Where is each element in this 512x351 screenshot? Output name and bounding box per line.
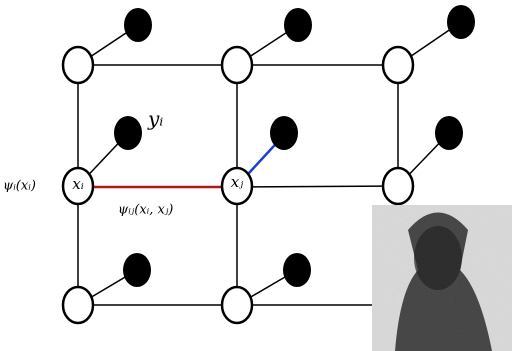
hidden-node (63, 287, 93, 323)
unary-label: ψᵢ(xᵢ) (3, 179, 36, 194)
observed-node (114, 116, 142, 150)
hidden-node (63, 47, 93, 83)
observed-node (123, 253, 151, 287)
observed-node (124, 8, 152, 42)
noisy-image (372, 205, 512, 351)
observed-node (284, 8, 312, 42)
mrf-diagram: yᵢ xᵢ xⱼ ψᵢ(xᵢ) ψᵢⱼ(xᵢ, xⱼ) (0, 0, 512, 351)
observed-node (283, 253, 311, 287)
edge (237, 186, 398, 187)
observed-label: yᵢ (147, 107, 163, 131)
hidden-node (222, 287, 252, 323)
hidden-node (383, 47, 413, 83)
node-i-label: xᵢ (72, 175, 83, 193)
observed-node (270, 116, 298, 150)
image-noise (372, 205, 512, 351)
pairwise-label: ψᵢⱼ(xᵢ, xⱼ) (118, 203, 173, 218)
hidden-node (222, 47, 252, 83)
hidden-node (383, 168, 413, 204)
observed-node (447, 5, 475, 39)
node-j-label: xⱼ (231, 173, 243, 191)
observed-node (435, 116, 463, 150)
